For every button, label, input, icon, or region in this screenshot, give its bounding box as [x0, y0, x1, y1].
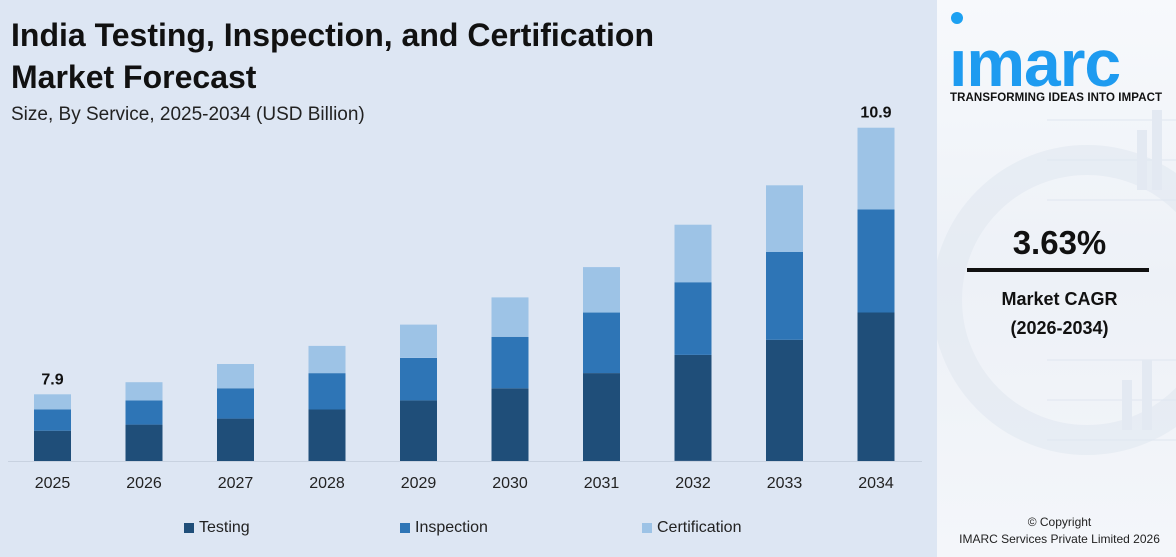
x-tick-label-2032: 2032	[675, 475, 711, 492]
bar-certification-2031	[583, 267, 620, 313]
legend-item-inspection: Inspection	[400, 519, 488, 537]
bar-testing-2030	[491, 388, 529, 461]
bar-certification-2026	[125, 382, 163, 401]
legend-swatch-inspection	[400, 523, 410, 533]
bar-certification-2033	[766, 185, 803, 252]
bar-inspection-2033	[766, 251, 803, 340]
legend-item-certification: Certification	[642, 519, 741, 537]
bar-certification-2034	[857, 127, 895, 210]
x-tick-label-2027: 2027	[218, 475, 254, 492]
bar-testing-2032	[674, 354, 712, 461]
legend-swatch-testing	[184, 523, 194, 533]
bar-certification-2027	[217, 364, 254, 389]
bar-inspection-2028	[308, 373, 346, 410]
bar-certification-2029	[400, 324, 437, 358]
data-label-2034: 10.9	[860, 105, 891, 122]
imarc-logo: ımarc	[949, 10, 1175, 94]
sidebar-panel: ımarc TRANSFORMING IDEAS INTO IMPACT 3.6…	[937, 0, 1176, 557]
cagr-label: Market CAGR (2026-2034)	[1001, 289, 1118, 338]
bar-testing-2027	[217, 418, 254, 461]
bar-certification-2032	[674, 224, 712, 283]
bar-inspection-2032	[674, 282, 712, 355]
bar-inspection-2025	[34, 409, 71, 431]
x-tick-label-2033: 2033	[767, 475, 803, 492]
bar-testing-2033	[766, 339, 803, 461]
bar-testing-2026	[125, 424, 163, 461]
bar-certification-2025	[34, 394, 71, 410]
bar-testing-2028	[308, 409, 346, 461]
legend-swatch-certification	[642, 523, 652, 533]
data-label-2025: 7.9	[41, 371, 63, 388]
x-tick-label-2026: 2026	[126, 475, 162, 492]
cagr-value: 3.63%	[1012, 224, 1107, 261]
bar-certification-2028	[308, 345, 346, 374]
bar-inspection-2029	[400, 358, 437, 401]
x-tick-label-2031: 2031	[584, 475, 620, 492]
x-tick-label-2034: 2034	[858, 475, 894, 492]
x-tick-label-2028: 2028	[309, 475, 345, 492]
legend-item-testing: Testing	[184, 519, 250, 537]
legend-label-certification: Certification	[657, 519, 742, 536]
bar-testing-2034	[857, 312, 895, 461]
bar-inspection-2026	[125, 400, 163, 425]
legend-label-inspection: Inspection	[415, 519, 488, 536]
chart-legend: Testing Inspection Certification	[184, 519, 804, 539]
copyright-notice: © Copyright IMARC Services Private Limit…	[959, 515, 1160, 546]
chart-subtitle: Size, By Service, 2025-2034 (USD Billion…	[11, 104, 365, 125]
svg-text:ımarc: ımarc	[949, 26, 1120, 94]
bar-certification-2030	[491, 297, 529, 337]
stacked-bar-chart: 2025 2026 2027 2028 2029 2030 2031 2032 2033 2034…	[8, 105, 922, 492]
chart-panel: India Testing, Inspection, and Certifica…	[8, 17, 922, 539]
bar-testing-2031	[583, 373, 620, 461]
background-chart-decoration	[937, 110, 1176, 455]
chart-title: India Testing, Inspection, and Certifica…	[11, 17, 655, 95]
x-tick-label-2029: 2029	[401, 475, 437, 492]
bar-inspection-2031	[583, 312, 620, 374]
logo-tagline: TRANSFORMING IDEAS INTO IMPACT	[950, 92, 1163, 104]
x-tick-label-2025: 2025	[35, 475, 71, 492]
bar-inspection-2030	[491, 336, 529, 389]
imarc-logo-mark: ımarc	[949, 12, 1121, 94]
bar-inspection-2034	[857, 209, 895, 313]
legend-label-testing: Testing	[199, 519, 250, 536]
cagr-divider	[967, 268, 1149, 272]
bar-inspection-2027	[217, 388, 254, 419]
x-tick-label-2030: 2030	[492, 475, 528, 492]
bar-testing-2025	[34, 430, 71, 461]
bar-testing-2029	[400, 400, 437, 461]
